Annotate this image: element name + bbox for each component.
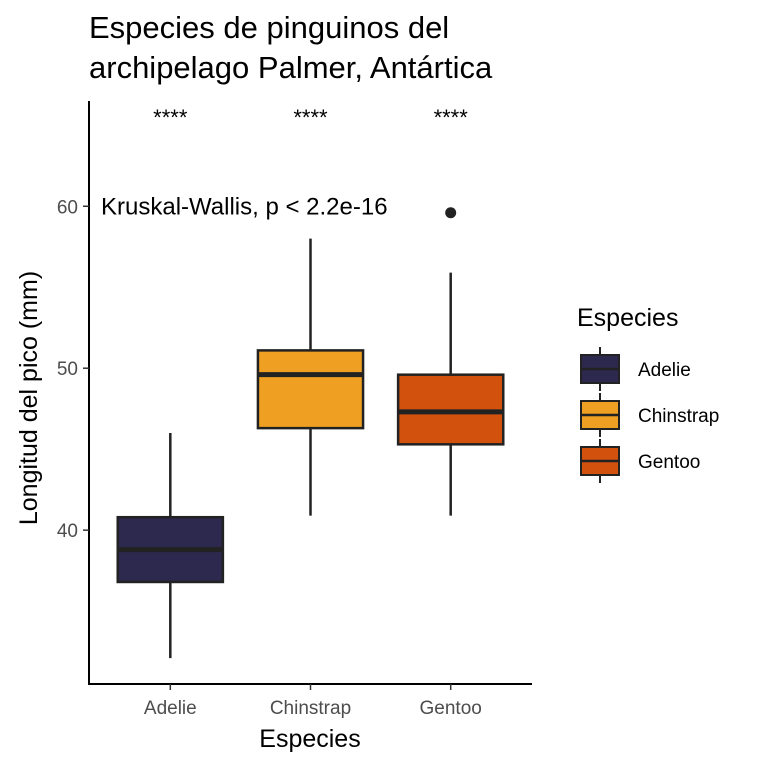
x-tick-label: Gentoo [420,698,482,719]
significance-label: **** [434,105,469,130]
box-body [256,349,365,430]
legend-label: Chinstrap [638,406,719,427]
x-tick-label: Chinstrap [270,698,351,719]
legend-label: Adelie [638,360,691,381]
x-axis-ticks: Adelie Chinstrap Gentoo [144,684,482,719]
y-tick-label: 60 [57,197,78,218]
legend: Especies Adelie Chinstrap Gentoo [577,304,719,483]
y-axis-title: Longitud del pico (mm) [15,271,43,525]
outlier-point [445,207,457,219]
box-adelie [116,432,225,659]
box-chinstrap [256,238,365,516]
box-gentoo [396,207,505,516]
y-tick-label: 40 [57,521,78,542]
legend-label: Gentoo [638,452,700,473]
y-axis-ticks: 40 50 60 [57,197,89,542]
x-axis-title: Especies [259,725,360,753]
y-tick-label: 50 [57,359,78,380]
legend-entry-chinstrap: Chinstrap [580,393,719,437]
chart-title-line-1: Especies de pinguinos del [89,10,449,45]
chart-title-line-2: archipelago Palmer, Antártica [89,50,493,85]
kruskal-wallis-annotation: Kruskal-Wallis, p < 2.2e-16 [101,193,388,220]
legend-entry-gentoo: Gentoo [580,439,700,483]
legend-entry-adelie: Adelie [580,347,691,391]
legend-title: Especies [577,304,678,332]
significance-label: **** [153,105,188,130]
x-tick-label: Adelie [144,698,197,719]
plot-area: **** **** **** [116,105,505,659]
significance-label: **** [293,105,328,130]
